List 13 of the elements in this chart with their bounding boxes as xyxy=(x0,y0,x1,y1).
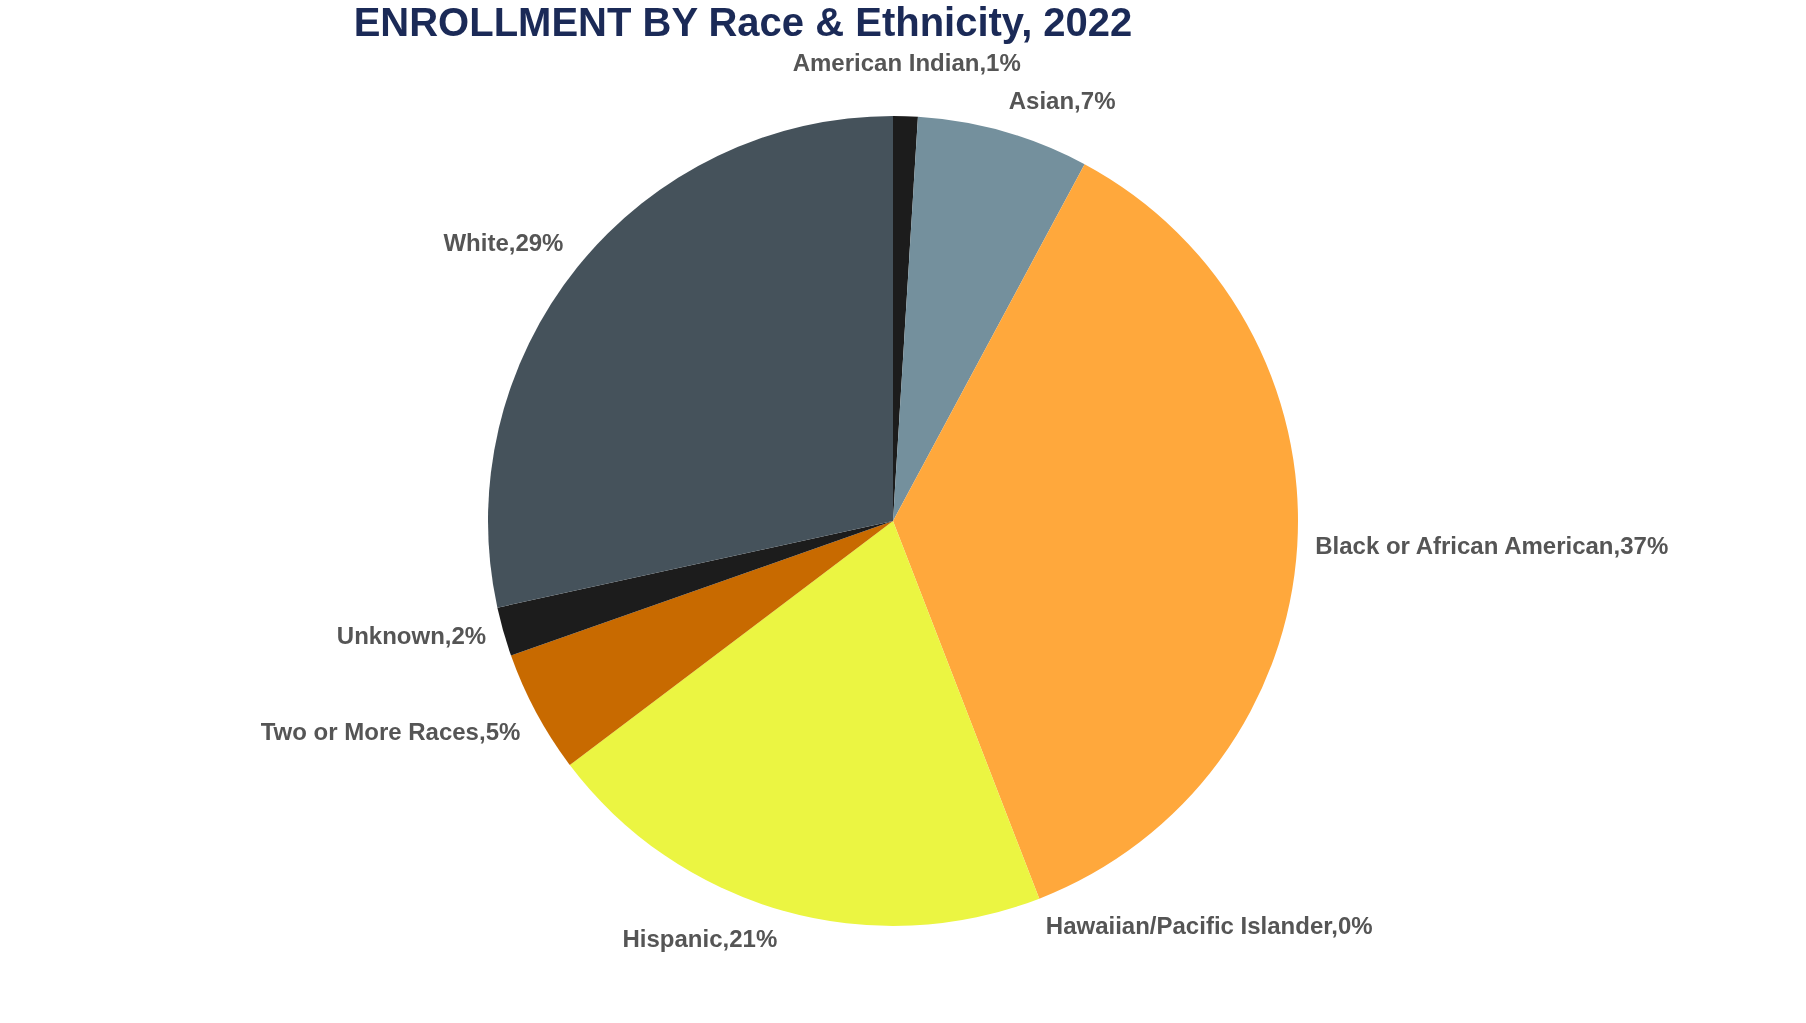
pie-slice xyxy=(893,164,1298,899)
chart-title: ENROLLMENT BY Race & Ethnicity, 2022 xyxy=(353,0,1133,44)
slice-label: Hispanic,21% xyxy=(622,924,778,952)
slice-label: White,29% xyxy=(443,228,564,256)
pie-slice xyxy=(893,116,1085,521)
slice-label: Unknown,2% xyxy=(336,621,487,649)
slice-label: Two or More Races,5% xyxy=(260,718,521,746)
slice-label: Black or African American,37% xyxy=(1315,532,1669,560)
pie-slice xyxy=(497,521,893,656)
slice-label: Asian,7% xyxy=(1008,87,1116,115)
category-label: Hawaiian/Pacific Islander,0% xyxy=(1045,912,1373,940)
slice-label: American Indian,1% xyxy=(792,49,1021,77)
pie-slice xyxy=(569,521,1040,926)
